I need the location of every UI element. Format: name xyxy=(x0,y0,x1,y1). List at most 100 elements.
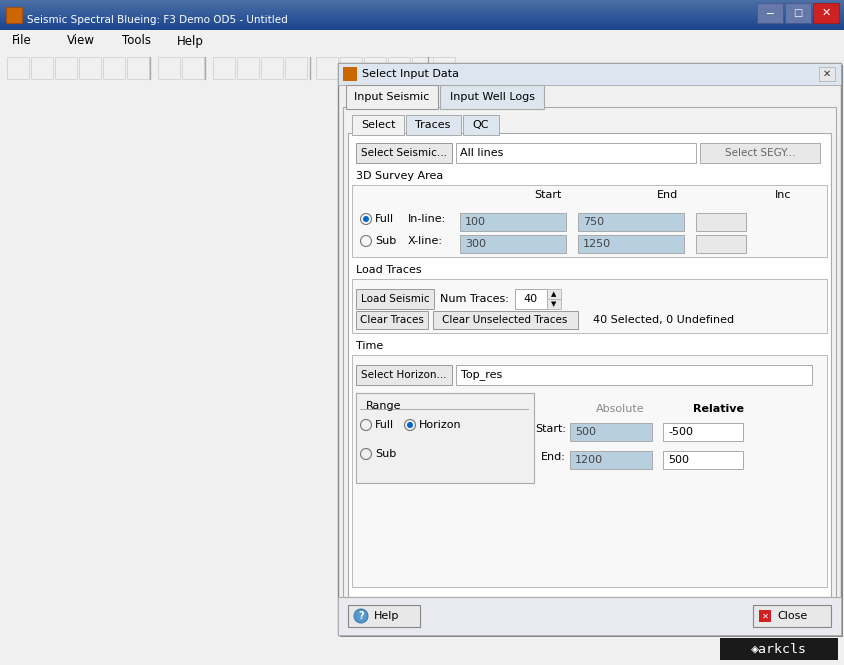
Bar xyxy=(0,21,844,22)
Text: Help: Help xyxy=(374,611,399,621)
Bar xyxy=(463,115,499,135)
Bar xyxy=(0,7,844,8)
Text: 750: 750 xyxy=(583,217,604,227)
Bar xyxy=(352,185,827,257)
Bar xyxy=(316,57,338,79)
Bar xyxy=(0,6,844,7)
Bar xyxy=(0,10,844,11)
Text: Time: Time xyxy=(356,341,383,351)
Bar xyxy=(0,27,844,28)
Bar xyxy=(340,57,362,79)
Bar xyxy=(0,19,844,20)
Bar xyxy=(352,115,404,135)
Text: ─: ─ xyxy=(766,8,773,18)
Text: ?: ? xyxy=(358,611,364,621)
Bar xyxy=(127,57,149,79)
Bar xyxy=(0,4,844,5)
Circle shape xyxy=(407,422,413,428)
Bar xyxy=(0,26,844,27)
Bar xyxy=(343,67,357,81)
Text: Absolute: Absolute xyxy=(596,404,644,414)
Bar xyxy=(0,23,844,24)
Text: Seismic Spectral Blueing: F3 Demo OD5 - Untitled: Seismic Spectral Blueing: F3 Demo OD5 - … xyxy=(27,15,288,25)
Text: Load Seismic: Load Seismic xyxy=(360,294,430,304)
Bar xyxy=(0,12,844,13)
Text: ✕: ✕ xyxy=(761,612,769,620)
Bar xyxy=(570,451,652,469)
Bar xyxy=(338,63,841,85)
Text: Full: Full xyxy=(375,420,394,430)
Bar xyxy=(356,289,434,309)
Bar xyxy=(433,57,455,79)
Bar xyxy=(237,57,259,79)
Bar xyxy=(785,3,811,23)
Bar xyxy=(819,67,835,81)
Bar xyxy=(0,16,844,17)
Text: Horizon: Horizon xyxy=(419,420,462,430)
Bar xyxy=(285,57,307,79)
Bar xyxy=(759,610,771,622)
Text: File: File xyxy=(12,35,32,47)
Bar xyxy=(547,299,561,309)
Bar xyxy=(338,63,841,635)
Bar xyxy=(31,57,53,79)
Text: End:: End: xyxy=(541,452,566,462)
Bar xyxy=(182,57,204,79)
Text: View: View xyxy=(67,35,95,47)
Bar xyxy=(547,289,561,299)
Bar xyxy=(813,3,839,23)
Text: Start: Start xyxy=(534,190,562,200)
Bar xyxy=(456,365,812,385)
Bar xyxy=(388,57,410,79)
Text: Clear Unselected Traces: Clear Unselected Traces xyxy=(442,315,568,325)
Bar xyxy=(0,0,844,1)
Bar xyxy=(79,57,101,79)
Bar xyxy=(352,355,827,587)
Text: Load Traces: Load Traces xyxy=(356,265,422,275)
Circle shape xyxy=(354,609,368,623)
Bar xyxy=(338,597,841,635)
Bar xyxy=(0,15,844,16)
Bar xyxy=(0,3,844,4)
Text: -500: -500 xyxy=(668,427,693,437)
Bar xyxy=(433,311,578,329)
Bar xyxy=(346,85,438,109)
Bar xyxy=(261,57,283,79)
Text: ✕: ✕ xyxy=(823,69,831,79)
Text: All lines: All lines xyxy=(460,148,503,158)
Bar xyxy=(0,8,844,9)
Text: ▲: ▲ xyxy=(551,291,557,297)
Text: Relative: Relative xyxy=(692,404,744,414)
Text: ✕: ✕ xyxy=(821,8,830,18)
Bar xyxy=(696,213,746,231)
Text: Help: Help xyxy=(177,35,204,47)
Bar xyxy=(663,451,743,469)
Bar xyxy=(6,7,22,23)
Bar xyxy=(356,143,452,163)
Bar xyxy=(720,638,838,660)
Bar xyxy=(460,235,566,253)
Bar xyxy=(348,605,420,627)
Bar xyxy=(352,279,827,333)
Bar xyxy=(340,65,843,637)
Text: Tools: Tools xyxy=(122,35,151,47)
Bar xyxy=(364,57,386,79)
Text: In-line:: In-line: xyxy=(408,214,446,224)
Bar xyxy=(0,18,844,19)
Text: Select SEGY...: Select SEGY... xyxy=(725,148,795,158)
Bar xyxy=(412,57,434,79)
Bar xyxy=(0,24,844,25)
Bar xyxy=(0,14,844,15)
Bar xyxy=(158,57,180,79)
Bar xyxy=(0,30,844,52)
Text: Top_res: Top_res xyxy=(461,370,502,380)
Text: □: □ xyxy=(793,8,803,18)
Bar xyxy=(0,13,844,14)
Y-axis label: Amp (dB): Amp (dB) xyxy=(16,313,29,375)
Text: Start:: Start: xyxy=(535,424,566,434)
Text: 100: 100 xyxy=(465,217,486,227)
Text: 1250: 1250 xyxy=(583,239,611,249)
Bar xyxy=(700,143,820,163)
Text: Select Input Data: Select Input Data xyxy=(362,69,459,79)
Text: Input Well Logs: Input Well Logs xyxy=(450,92,534,102)
